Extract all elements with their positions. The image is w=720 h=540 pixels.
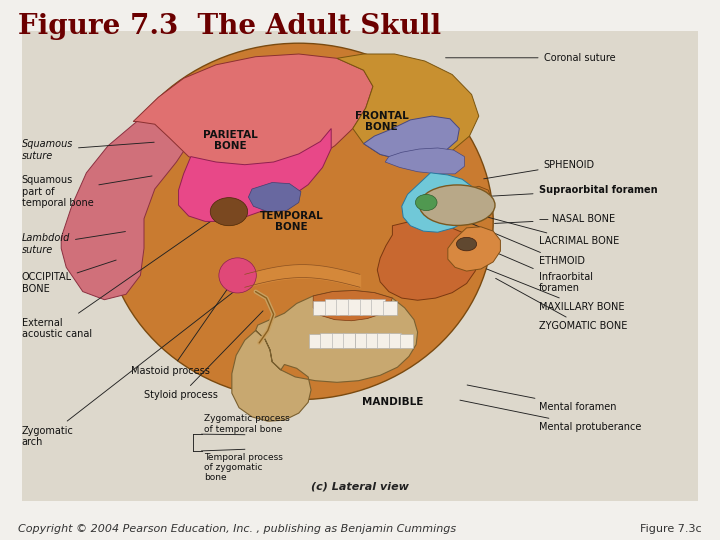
Text: Squamous
suture: Squamous suture bbox=[22, 139, 154, 161]
Text: (c) Lateral view: (c) Lateral view bbox=[311, 481, 409, 491]
Text: Mastoid process: Mastoid process bbox=[131, 276, 236, 376]
FancyBboxPatch shape bbox=[22, 31, 698, 501]
Polygon shape bbox=[179, 129, 331, 221]
Text: — NASAL BONE: — NASAL BONE bbox=[495, 214, 615, 224]
Bar bbox=[377, 333, 390, 348]
Bar bbox=[389, 333, 401, 348]
Text: OCCIPITAL
BONE: OCCIPITAL BONE bbox=[22, 260, 116, 294]
Text: TEMPORAL
BONE: TEMPORAL BONE bbox=[260, 211, 323, 232]
Bar bbox=[343, 333, 356, 348]
Text: Zygomatic process
of temporal bone: Zygomatic process of temporal bone bbox=[204, 414, 289, 434]
Text: MANDIBLE: MANDIBLE bbox=[361, 397, 423, 407]
Text: Infraorbital
foramen: Infraorbital foramen bbox=[482, 246, 593, 293]
Text: MAXILLARY BONE: MAXILLARY BONE bbox=[487, 269, 624, 312]
Ellipse shape bbox=[456, 238, 477, 251]
Bar bbox=[383, 301, 397, 315]
Text: FRONTAL
BONE: FRONTAL BONE bbox=[355, 111, 408, 132]
Ellipse shape bbox=[419, 185, 495, 226]
Bar bbox=[354, 333, 366, 348]
Bar bbox=[400, 334, 413, 348]
Polygon shape bbox=[61, 108, 194, 300]
Text: ZYGOMATIC BONE: ZYGOMATIC BONE bbox=[495, 278, 627, 331]
Bar bbox=[336, 299, 350, 315]
Text: SPHENOID: SPHENOID bbox=[484, 160, 595, 179]
Text: LACRIMAL BONE: LACRIMAL BONE bbox=[433, 202, 618, 246]
Text: ETHMOID: ETHMOID bbox=[444, 212, 585, 266]
Text: Styloid process: Styloid process bbox=[144, 311, 263, 400]
Polygon shape bbox=[133, 54, 373, 174]
Text: Mental protuberance: Mental protuberance bbox=[460, 400, 641, 431]
Bar bbox=[366, 333, 378, 348]
Text: Lambdoid
suture: Lambdoid suture bbox=[22, 232, 125, 255]
Text: Temporal process
of zygomatic
bone: Temporal process of zygomatic bone bbox=[204, 453, 283, 482]
Text: External
acoustic canal: External acoustic canal bbox=[22, 213, 222, 339]
Polygon shape bbox=[364, 116, 459, 160]
Bar bbox=[309, 334, 321, 348]
Circle shape bbox=[210, 198, 248, 226]
Bar bbox=[348, 299, 362, 315]
Text: Zygomatic
arch: Zygomatic arch bbox=[22, 279, 250, 447]
Polygon shape bbox=[232, 291, 418, 421]
Bar bbox=[325, 299, 338, 315]
Ellipse shape bbox=[415, 194, 437, 211]
Polygon shape bbox=[248, 183, 301, 212]
Ellipse shape bbox=[219, 258, 256, 293]
Bar bbox=[332, 333, 344, 348]
Text: Mental foramen: Mental foramen bbox=[467, 385, 616, 411]
Polygon shape bbox=[337, 54, 479, 160]
Polygon shape bbox=[402, 173, 479, 232]
Text: Coronal suture: Coronal suture bbox=[446, 53, 615, 63]
Bar bbox=[320, 333, 333, 348]
Text: Figure 7.3  The Adult Skull: Figure 7.3 The Adult Skull bbox=[18, 14, 441, 40]
Polygon shape bbox=[461, 186, 491, 212]
Bar bbox=[372, 299, 385, 315]
Polygon shape bbox=[377, 221, 479, 300]
Text: Figure 7.3c: Figure 7.3c bbox=[640, 523, 702, 534]
Text: Squamous
part of
temporal bone: Squamous part of temporal bone bbox=[22, 175, 152, 208]
Polygon shape bbox=[385, 148, 464, 174]
Text: Supraorbital foramen: Supraorbital foramen bbox=[487, 185, 657, 197]
Ellipse shape bbox=[104, 43, 493, 400]
Polygon shape bbox=[448, 227, 500, 271]
Bar bbox=[313, 301, 327, 315]
Text: Copyright © 2004 Pearson Education, Inc. , publishing as Benjamin Cummings: Copyright © 2004 Pearson Education, Inc.… bbox=[18, 523, 456, 534]
Polygon shape bbox=[313, 291, 392, 321]
Text: PARIETAL
BONE: PARIETAL BONE bbox=[203, 130, 258, 151]
Bar bbox=[360, 299, 374, 315]
